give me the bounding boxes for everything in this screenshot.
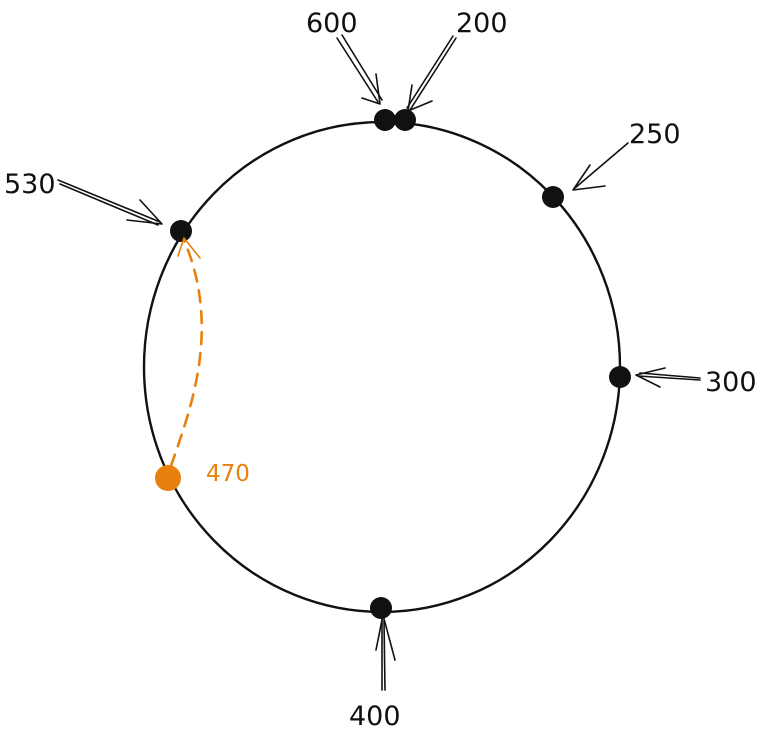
arrow-250	[572, 142, 629, 191]
arrow-300	[635, 367, 701, 388]
label-470: 470	[206, 461, 250, 487]
node-dot-300	[609, 366, 631, 388]
arrow-600	[336, 34, 383, 105]
node-dot-400	[370, 597, 392, 619]
label-530: 530	[4, 169, 56, 200]
node-dot-600	[374, 109, 396, 131]
arrow-200	[406, 35, 457, 112]
dashed-move-path	[169, 238, 203, 468]
node-dot-530	[170, 220, 192, 242]
label-600: 600	[306, 8, 358, 39]
label-300: 300	[705, 367, 757, 398]
node-dot-250	[542, 186, 564, 208]
label-400: 400	[349, 701, 401, 732]
node-dot-200	[394, 109, 416, 131]
dashed-arrow-head	[177, 237, 201, 259]
node-dot-470	[155, 465, 181, 491]
label-250: 250	[629, 119, 681, 150]
arrow-530	[57, 179, 163, 226]
label-200: 200	[456, 8, 508, 39]
arrow-400	[375, 614, 396, 691]
